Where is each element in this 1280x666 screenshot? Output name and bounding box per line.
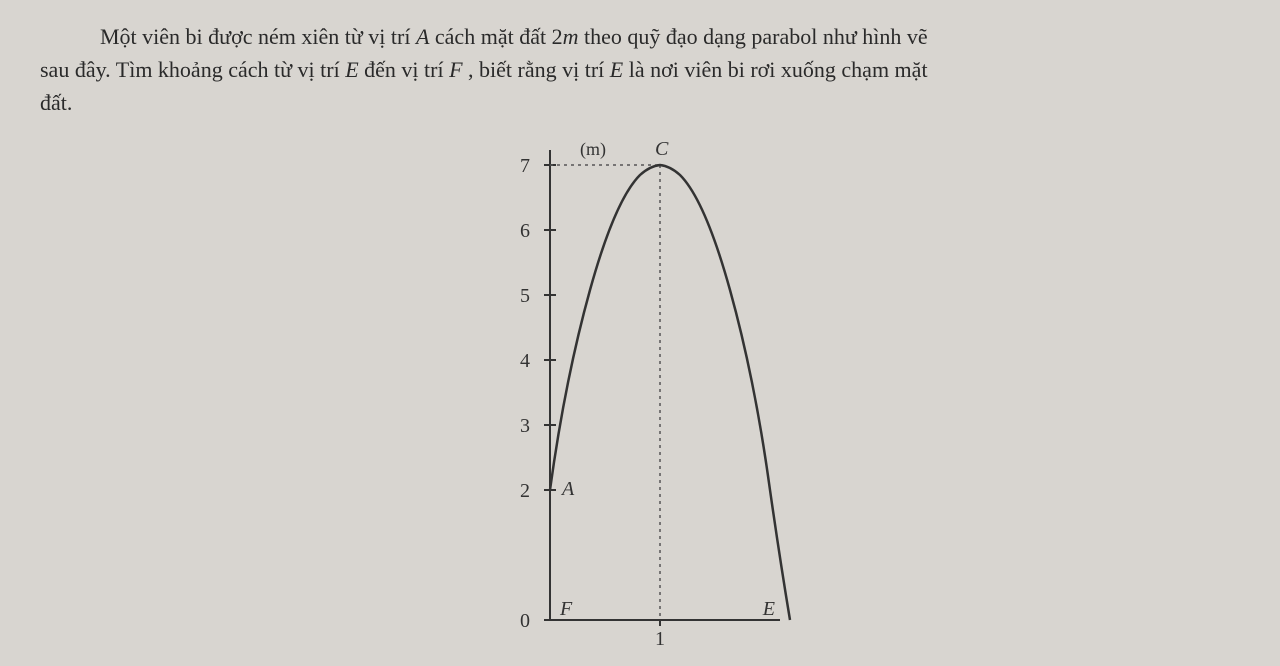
text-fragment: Một viên bi được ném xiên từ vị trí [100,24,416,49]
label-E: E [762,598,775,620]
ytick-label-7: 7 [520,155,530,177]
unit-label: (m) [580,139,606,160]
line1: Một viên bi được ném xiên từ vị trí A cá… [100,24,928,49]
text-fragment: là nơi viên bi rơi xuống chạm mặt [623,57,927,82]
text-fragment: cách mặt đất 2 [429,24,562,49]
text-fragment: sau đây. Tìm khoảng cách từ vị trí [40,57,345,82]
line2: sau đây. Tìm khoảng cách từ vị trí E đến… [40,57,928,82]
ytick-label-3: 3 [520,415,530,437]
chart-svg: 0 2 3 4 5 6 7 (m) [480,130,800,650]
ytick-label-4: 4 [520,350,530,372]
unit-m: m [563,24,579,49]
label-F: F [559,598,573,620]
label-A: A [560,478,575,500]
var-F: F [449,57,462,82]
parabola-chart: 0 2 3 4 5 6 7 (m) [480,130,800,650]
ytick-label-5: 5 [520,285,530,307]
problem-text: Một viên bi được ném xiên từ vị trí A cá… [40,20,1240,119]
xtick-label-1: 1 [655,628,665,650]
var-E: E [345,57,358,82]
ytick-label-2: 2 [520,480,530,502]
text-fragment: theo quỹ đạo dạng parabol như hình vẽ [578,24,927,49]
var-E2: E [610,57,623,82]
parabola-curve [550,165,790,620]
text-fragment: đến vị trí [359,57,449,82]
ytick-label-6: 6 [520,220,530,242]
var-A: A [416,24,429,49]
ytick-label-0: 0 [520,610,530,632]
text-fragment: , biết rằng vị trí [463,57,610,82]
label-C: C [655,138,669,160]
line3: đất. [40,90,72,115]
